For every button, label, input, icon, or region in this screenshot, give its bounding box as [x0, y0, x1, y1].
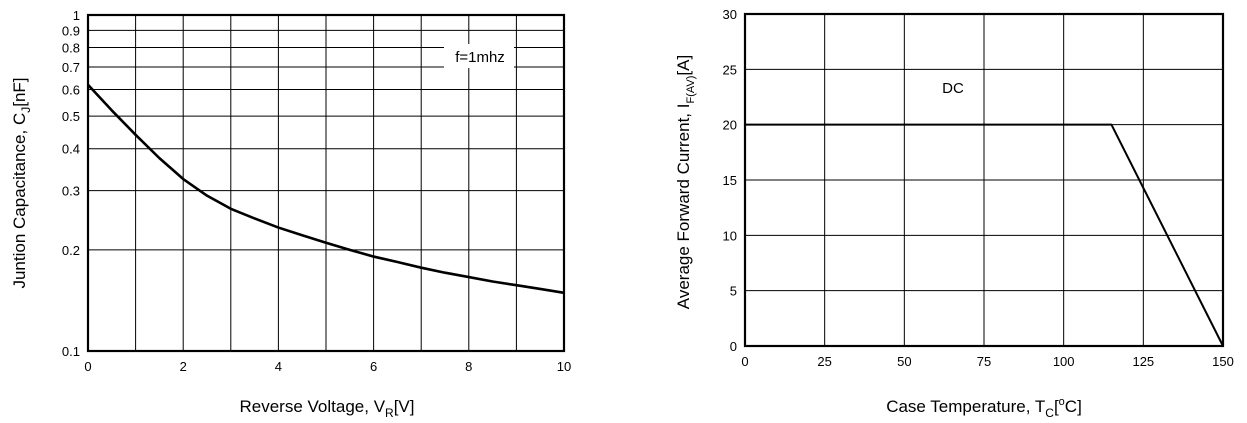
x-tick-label: 100 — [1053, 354, 1075, 369]
x-axis-title-bracket: [ — [1054, 397, 1059, 416]
y-axis-title-main: Average Forward Current, I — [674, 104, 693, 310]
y-tick-label: 0.9 — [62, 23, 80, 38]
annotation-backdrop — [444, 44, 514, 68]
y-tick-label: 0.7 — [62, 60, 80, 75]
x-axis-title-main: Case Temperature, T — [886, 397, 1045, 416]
x-tick-label: 2 — [180, 359, 187, 374]
y-tick-label: 15 — [723, 173, 737, 188]
x-tick-label: 25 — [817, 354, 831, 369]
capacitance-chart: 0 2 4 6 8 10 0.1 0.2 0.3 0.4 0.5 0.6 0.7 0.8 0.91 f=1… — [10, 8, 571, 420]
y-tick-label: 0.6 — [62, 83, 80, 98]
forward-current-chart: 0 25 50 75 100 125 150 0 5 10 15 20 25 30 DC Average… — [674, 7, 1234, 420]
chart-series — [87, 83, 565, 295]
y-axis-title-unit: [nF] — [10, 77, 29, 106]
x-tick-label: 0 — [84, 359, 91, 374]
y-tick-labels: 0.1 0.2 0.3 0.4 0.5 0.6 0.7 0.8 0.91 — [62, 8, 80, 359]
y-axis-title: Juntion Capacitance, CJ[nF] — [10, 77, 33, 288]
y-axis-title-main: Juntion Capacitance, C — [10, 113, 29, 289]
y-tick-label: 0.4 — [62, 142, 80, 157]
y-axis-title-subscript: J — [19, 107, 33, 113]
x-tick-label: 50 — [897, 354, 911, 369]
y-tick-label: 0.8 — [62, 41, 80, 56]
y-tick-label: 0 — [730, 339, 737, 354]
x-tick-labels: 0 25 50 75 100 125 150 — [741, 354, 1233, 369]
x-axis-title-unit: [V] — [394, 397, 415, 416]
x-axis-title-main: Reverse Voltage, V — [240, 397, 386, 416]
x-tick-label: 125 — [1132, 354, 1154, 369]
y-tick-label: 30 — [723, 7, 737, 22]
plot-frame — [743, 12, 1225, 348]
x-tick-label: 4 — [275, 359, 282, 374]
frequency-annotation: f=1mhz — [455, 49, 505, 66]
x-tick-label: 10 — [557, 359, 571, 374]
x-axis-title-degree: o — [1059, 396, 1065, 408]
y-tick-label: 20 — [723, 118, 737, 133]
y-tick-label: 0.1 — [62, 344, 80, 359]
y-tick-label: 0.3 — [62, 184, 80, 199]
y-axis-title-unit: [A] — [674, 55, 693, 76]
plot-frame — [86, 13, 566, 353]
x-axis-title-subscript: C — [1045, 406, 1054, 420]
chart-gridlines — [744, 13, 1224, 347]
y-tick-label: 25 — [723, 62, 737, 77]
x-tick-label: 8 — [465, 359, 472, 374]
y-axis-title-subscript: F(AV) — [685, 76, 697, 104]
series-line — [87, 83, 565, 295]
y-tick-label: 0.2 — [62, 243, 80, 258]
x-axis-title: Reverse Voltage, VR[V] — [240, 397, 415, 420]
series-line — [745, 123, 1224, 347]
x-tick-labels: 0 2 4 6 8 10 — [84, 359, 571, 374]
y-axis-title: Average Forward Current, IF(AV)[A] — [674, 55, 697, 309]
x-axis-title-unit: C] — [1065, 397, 1082, 416]
x-tick-label: 75 — [977, 354, 991, 369]
y-tick-label: 1 — [73, 8, 80, 23]
y-tick-label: 0.5 — [62, 109, 80, 124]
y-tick-label: 5 — [730, 284, 737, 299]
chart-series — [745, 123, 1224, 347]
y-tick-labels: 0 5 10 15 20 25 30 — [723, 7, 737, 354]
x-tick-label: 6 — [370, 359, 377, 374]
x-tick-label: 0 — [741, 354, 748, 369]
x-axis-title: Case Temperature, TC[oC] — [886, 396, 1082, 420]
x-tick-label: 150 — [1212, 354, 1234, 369]
x-axis-title-subscript: R — [385, 406, 394, 420]
dc-annotation: DC — [942, 80, 964, 97]
y-tick-label: 10 — [723, 228, 737, 243]
